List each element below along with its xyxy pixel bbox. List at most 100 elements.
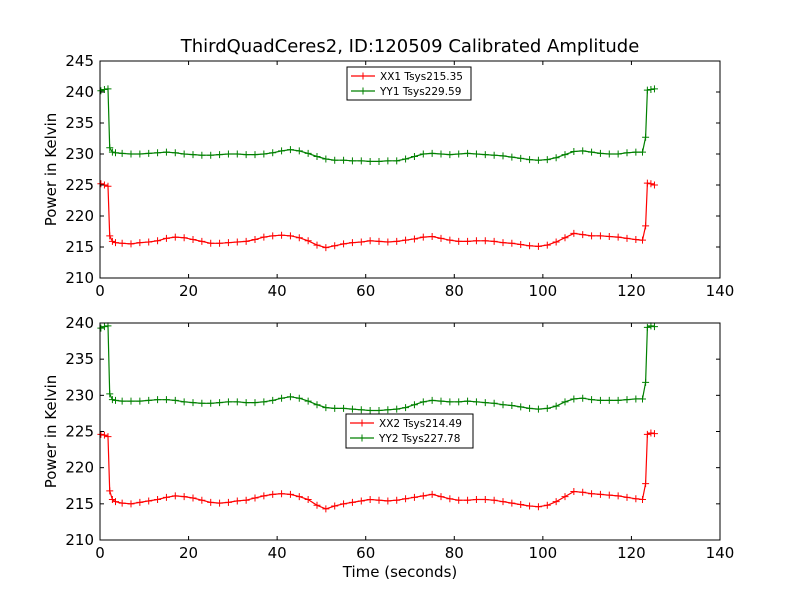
panel-1-series-2-point bbox=[154, 149, 162, 157]
panel-1-series-2-point bbox=[171, 149, 179, 157]
panel-1-series-1-point bbox=[632, 236, 640, 244]
panel-1-series-1-point bbox=[499, 239, 507, 247]
panel-2-series-2-point bbox=[127, 397, 135, 405]
panel-2-series-2-point bbox=[112, 396, 119, 404]
panel-1-series-2-line bbox=[100, 88, 655, 162]
panel-2-series-1-point bbox=[650, 430, 658, 438]
panel-1-series-2-point bbox=[357, 157, 365, 165]
panel-2-series-1-point bbox=[534, 503, 542, 511]
panel-2-series-1-point bbox=[614, 492, 622, 500]
panel-1-series-2-point bbox=[207, 151, 215, 159]
panel-1-series-2-point bbox=[269, 149, 277, 157]
panel-1-series-1-point bbox=[419, 233, 427, 241]
panel-2-series-2-point bbox=[136, 397, 144, 405]
panel-2: 0 20 40 60 80 100 120 140 210 215 220 225 230 235 240 P… bbox=[42, 314, 734, 581]
panel-1-series-1-point bbox=[260, 233, 268, 241]
panel-2-series-2-point bbox=[402, 404, 410, 412]
panel-1-series-2-point bbox=[588, 148, 596, 156]
panel-2-series-1-point bbox=[97, 430, 105, 438]
panel-2-ytick-label: 210 bbox=[65, 531, 94, 549]
panel-1-series-1-point bbox=[118, 239, 126, 247]
panel-2-series-1-point bbox=[472, 495, 480, 503]
panel-2-series-1-point bbox=[322, 505, 330, 513]
panel-1-series-2-point bbox=[304, 149, 312, 157]
panel-1-series-2-point bbox=[180, 150, 188, 158]
panel-2-series-2-point bbox=[233, 398, 241, 406]
panel-2-series-2-point bbox=[490, 399, 498, 407]
panel-1-series-2-point bbox=[189, 151, 197, 159]
panel-1-legend: XX1 Tsys215.35 YY1 Tsys229.59 bbox=[346, 66, 472, 101]
panel-2-series-2-point bbox=[108, 396, 116, 404]
panel-1-series-2-point bbox=[650, 85, 658, 93]
panel-1-series-1-point bbox=[596, 232, 604, 240]
panel-2-series-2-point bbox=[481, 399, 489, 407]
panel-2-series-2-point bbox=[419, 398, 427, 406]
panel-2-series-1-point bbox=[118, 499, 126, 507]
panel-1-series-1-point bbox=[278, 231, 286, 239]
panel-1-series-1-point bbox=[605, 232, 613, 240]
panel-2-series-2-point bbox=[428, 396, 436, 404]
panel-2-xtick-label: 0 bbox=[95, 544, 105, 562]
panel-2-series-1-point bbox=[428, 490, 436, 498]
panel-1-series-1-point bbox=[410, 235, 418, 243]
panel-1-series-1-point bbox=[446, 236, 454, 244]
panel-2-series-1-point bbox=[437, 493, 445, 501]
panel-2-series-2-point bbox=[647, 322, 655, 330]
panel-1-series-2-point bbox=[278, 147, 286, 155]
panel-1-series-1-point bbox=[623, 234, 631, 242]
panel-2-series-2-point bbox=[162, 396, 170, 404]
panel-2-legend-marker bbox=[358, 434, 366, 442]
panel-2-series-2-point bbox=[189, 399, 197, 407]
panel-1-series-2-point bbox=[596, 149, 604, 157]
panel-2-series-1-point bbox=[552, 498, 560, 506]
panel-2-series-2-point bbox=[366, 407, 374, 415]
panel-2-series-1-point bbox=[642, 480, 650, 488]
panel-2-legend-marker bbox=[358, 419, 366, 427]
panel-1-series-1 bbox=[97, 179, 658, 252]
panel-2-series-2-point bbox=[605, 396, 613, 404]
panel-2-series-1-point bbox=[366, 495, 374, 503]
panel-2-series-1-point bbox=[455, 496, 463, 504]
panel-2-series-2-point bbox=[171, 396, 179, 404]
panel-1-series-2-point bbox=[579, 147, 587, 155]
panel-1-series-1-point bbox=[384, 238, 392, 246]
panel-1-series-1-point bbox=[145, 238, 153, 246]
panel-2-series-2-point bbox=[100, 323, 108, 331]
panel-1-series-1-point bbox=[198, 237, 206, 245]
panel-2-series-2-point bbox=[180, 398, 188, 406]
panel-2-series-2-point bbox=[639, 395, 646, 403]
panel-2-series-2-point bbox=[251, 399, 259, 407]
panel-2-series-1-point bbox=[224, 498, 232, 506]
panel-1-series-2-point bbox=[481, 151, 489, 159]
panel-1-series-1-point bbox=[106, 232, 114, 240]
panel-1-series-2-point bbox=[224, 150, 232, 158]
panel-1-series-1-point bbox=[189, 236, 197, 244]
panel-1-series-1-point bbox=[375, 237, 383, 245]
panel-1-series-1-point bbox=[269, 232, 277, 240]
panel-2-series-2-point bbox=[393, 405, 401, 413]
panel-1-series-2-point bbox=[108, 148, 116, 156]
panel-1-series-1-point bbox=[543, 241, 551, 249]
panel-1-series-1-point bbox=[242, 237, 250, 245]
panel-1-series-1-point bbox=[104, 182, 112, 190]
panel-2-series-1-point bbox=[632, 495, 640, 503]
panel-2-legend-label: XX2 Tsys214.49 bbox=[379, 418, 462, 430]
panel-2-xtick-label: 140 bbox=[706, 544, 735, 562]
panel-1-series-1-point bbox=[639, 236, 646, 244]
panel-1-xtick-label: 0 bbox=[95, 282, 105, 300]
panel-1-series-2-point bbox=[112, 149, 119, 157]
panel-1-series-2-point bbox=[136, 150, 144, 158]
panel-2-series-2-point bbox=[104, 322, 112, 330]
panel-1-series-1-point bbox=[455, 237, 463, 245]
panel-1-series-1-point bbox=[207, 239, 215, 247]
panel-1-series-1-point bbox=[570, 229, 578, 237]
panel-1-series-2-point bbox=[251, 151, 259, 159]
panel-1-series-1-point bbox=[472, 237, 480, 245]
panel-2-series-2-point bbox=[650, 323, 658, 331]
panel-1-series-2-point bbox=[526, 156, 534, 164]
panel-1-series-2-point bbox=[410, 152, 418, 160]
panel-2-series-1-point bbox=[543, 501, 551, 509]
panel-1-series-2-point bbox=[340, 156, 348, 164]
panel-1-series-1-point bbox=[402, 236, 410, 244]
panel-2-series-2-point bbox=[499, 401, 507, 409]
